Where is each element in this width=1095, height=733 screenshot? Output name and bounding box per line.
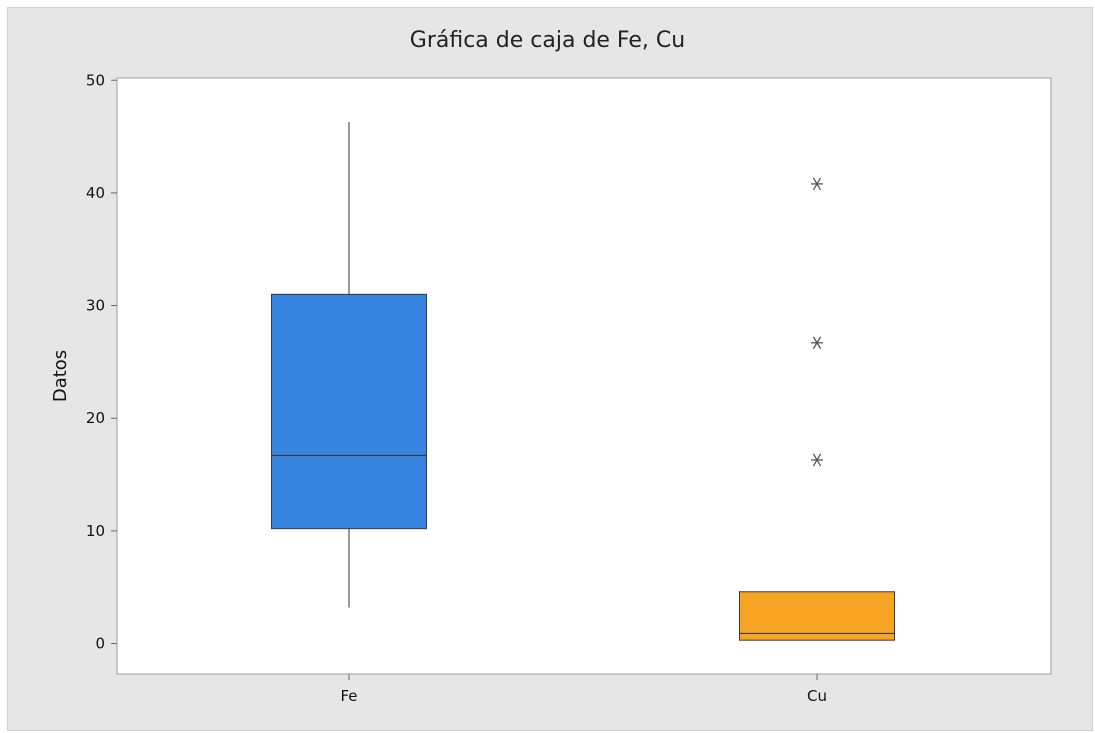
y-tick-label: 10 bbox=[86, 522, 105, 540]
y-tick-label: 50 bbox=[86, 71, 105, 89]
y-tick-label: 30 bbox=[86, 297, 105, 315]
x-tick-label: Cu bbox=[807, 687, 827, 705]
box-cu bbox=[739, 177, 895, 641]
outlier-stroke bbox=[812, 453, 822, 467]
x-tick-label: Fe bbox=[340, 687, 357, 705]
outlier-marker bbox=[811, 177, 823, 191]
boxes-group bbox=[271, 121, 895, 641]
y-tick-label: 20 bbox=[86, 409, 105, 427]
chart-title: Gráfica de caja de Fe, Cu bbox=[409, 28, 686, 53]
plot-area bbox=[116, 77, 1052, 675]
y-axis: 0 10 20 30 40 50 bbox=[86, 71, 117, 653]
iqr-box bbox=[739, 591, 895, 641]
y-axis-title: Datos bbox=[50, 350, 71, 402]
y-tick-label: 40 bbox=[86, 184, 105, 202]
y-tick-label: 0 bbox=[95, 635, 105, 653]
outlier-stroke bbox=[812, 336, 822, 350]
outlier-marker bbox=[811, 336, 823, 350]
box-fe bbox=[271, 121, 427, 608]
iqr-box bbox=[271, 293, 427, 530]
outlier-marker bbox=[811, 453, 823, 467]
x-axis: Fe Cu bbox=[340, 674, 827, 705]
outlier-stroke bbox=[812, 177, 822, 191]
